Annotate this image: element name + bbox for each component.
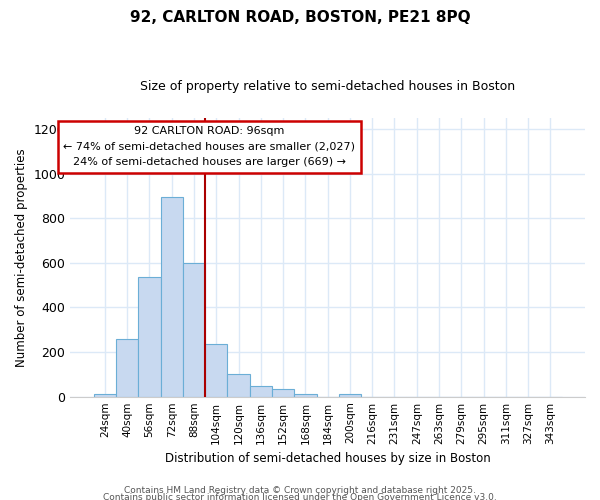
Bar	[183, 263, 205, 396]
Bar	[272, 389, 294, 396]
Bar	[138, 278, 161, 396]
Text: Contains HM Land Registry data © Crown copyright and database right 2025.: Contains HM Land Registry data © Crown c…	[124, 486, 476, 495]
Bar	[339, 394, 361, 396]
X-axis label: Distribution of semi-detached houses by size in Boston: Distribution of semi-detached houses by …	[165, 452, 491, 465]
Bar	[205, 344, 227, 397]
Text: 92, CARLTON ROAD, BOSTON, PE21 8PQ: 92, CARLTON ROAD, BOSTON, PE21 8PQ	[130, 10, 470, 25]
Bar	[161, 197, 183, 396]
Y-axis label: Number of semi-detached properties: Number of semi-detached properties	[15, 148, 28, 366]
Text: 92 CARLTON ROAD: 96sqm
← 74% of semi-detached houses are smaller (2,027)
24% of : 92 CARLTON ROAD: 96sqm ← 74% of semi-det…	[63, 126, 355, 168]
Title: Size of property relative to semi-detached houses in Boston: Size of property relative to semi-detach…	[140, 80, 515, 93]
Bar	[94, 394, 116, 396]
Bar	[294, 394, 317, 396]
Bar	[116, 338, 138, 396]
Text: Contains public sector information licensed under the Open Government Licence v3: Contains public sector information licen…	[103, 494, 497, 500]
Bar	[227, 374, 250, 396]
Bar	[250, 386, 272, 396]
